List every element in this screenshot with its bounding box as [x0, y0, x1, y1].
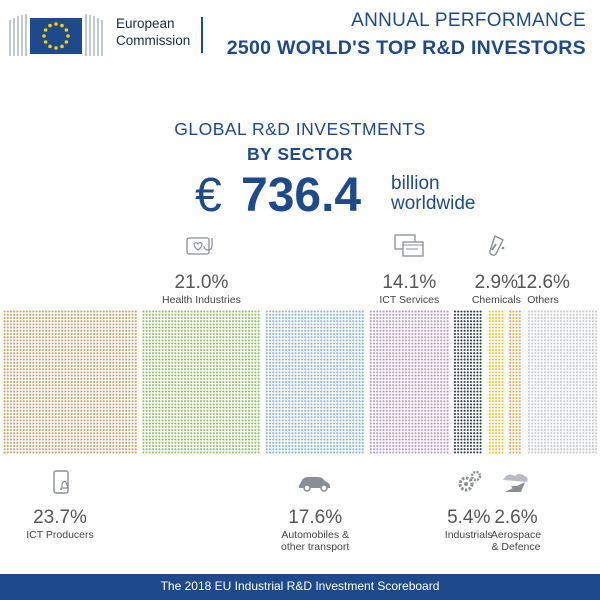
value-label: 17.6% — [288, 507, 343, 528]
eu-star — [60, 23, 64, 28]
label-ict-producers: 23.7% ICT Producers — [5, 507, 115, 541]
total-value: 736.4 — [241, 169, 362, 222]
eu-star — [54, 22, 58, 26]
eu-star — [64, 28, 69, 32]
label-ict-services: 14.1% ICT Services — [354, 272, 464, 306]
label-others: 12.6% Others — [488, 272, 598, 306]
category-label: Industrials — [444, 529, 493, 541]
european-commission-logo — [9, 14, 103, 56]
label-chemicals: 2.9% Chemicals — [441, 272, 551, 306]
value-label: 2.9% — [474, 272, 518, 293]
category-label: ICT Producers — [26, 529, 94, 541]
eu-star — [42, 34, 46, 38]
value-label: 2.6% — [494, 507, 538, 528]
browser-windows-icon — [394, 234, 424, 264]
label-industrials: 5.4% Industrials — [414, 507, 524, 541]
footer: The 2018 EU Industrial R&D Investment Sc… — [0, 574, 600, 600]
category-label: Health Industries — [162, 294, 241, 306]
bar-industrials — [453, 310, 482, 454]
sector-dot-chart — [3, 310, 598, 454]
category-label: other transport — [281, 541, 350, 553]
logo-line-2: Commission — [116, 33, 191, 48]
value-label: 23.7% — [33, 507, 87, 528]
test-tube-icon — [485, 234, 507, 264]
header-title-line-1: ANNUAL PERFORMANCE — [351, 10, 586, 31]
gears-icon — [456, 470, 482, 500]
eu-star — [66, 34, 70, 38]
value-label: 12.6% — [516, 272, 570, 293]
bar-others — [527, 310, 598, 454]
category-label: Others — [527, 294, 559, 306]
category-label: Aerospace — [490, 529, 542, 541]
car-icon — [297, 470, 333, 500]
eu-star — [43, 28, 48, 32]
category-label: Chemicals — [471, 294, 521, 306]
label-aerospace-defence: 2.6% Aerospace & Defence — [461, 507, 571, 553]
eu-star — [43, 40, 48, 44]
label-automobiles-other-transport: 17.6% Automobiles & other transport — [260, 507, 370, 553]
category-label: & Defence — [491, 541, 541, 553]
total-unit-line-1: billion — [391, 173, 440, 194]
eu-star — [48, 23, 52, 28]
value-label: 21.0% — [174, 272, 229, 293]
total-unit-line-2: worldwide — [391, 193, 476, 214]
logo-divider — [201, 17, 203, 53]
bar-ict-producers — [3, 310, 137, 454]
chart-title-line-1: GLOBAL R&D INVESTMENTS — [174, 119, 426, 139]
logo-line-1: European — [116, 16, 175, 31]
eu-star — [64, 40, 69, 44]
euro-symbol: € — [195, 169, 222, 222]
label-health-industries: 21.0% Health Industries — [146, 272, 256, 306]
value-label: 14.1% — [382, 272, 437, 293]
eu-star — [54, 46, 58, 50]
bar-chemicals — [488, 310, 504, 454]
bar-automobiles-other-transport — [265, 310, 364, 454]
header-title-line-2: 2500 WORLD'S TOP R&D INVESTORS — [226, 37, 586, 59]
eu-star — [48, 44, 52, 49]
category-label: Automobiles & — [281, 529, 350, 541]
bar-ict-services — [369, 310, 449, 454]
bar-aerospace-defence — [509, 310, 521, 454]
footer-text: The 2018 EU Industrial R&D Investment Sc… — [160, 579, 440, 593]
chart-title-line-2: BY SECTOR — [247, 144, 353, 164]
bar-health-industries — [142, 310, 260, 454]
plane-icon — [501, 470, 531, 500]
tablet-icon — [48, 470, 72, 500]
header: European Commission ANNUAL PERFORMANCE 2… — [0, 0, 600, 76]
value-label: 5.4% — [447, 507, 491, 528]
health-icon — [186, 234, 216, 264]
category-label: ICT Services — [379, 294, 440, 306]
eu-star — [60, 44, 64, 49]
logo-text: European Commission — [116, 15, 206, 49]
total-unit: billion worldwide — [391, 174, 511, 214]
